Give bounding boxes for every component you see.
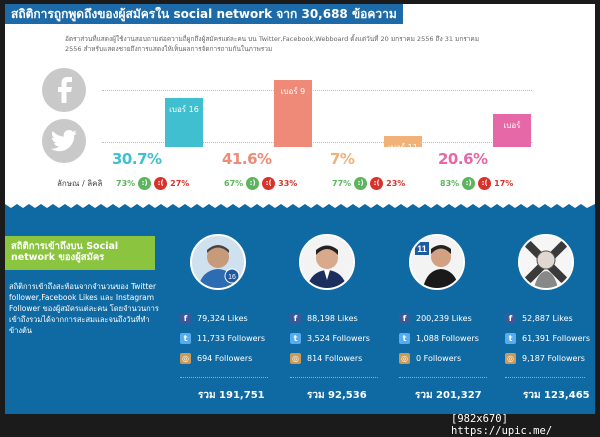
like-percent: 83% <box>440 178 460 188</box>
sentiment-group: 77% :) :( 23% <box>332 176 405 190</box>
zigzag-divider <box>5 200 595 208</box>
share-value: 7% <box>330 150 355 168</box>
twitter-icon: t <box>505 332 516 344</box>
instagram-icon: ◎ <box>180 352 191 364</box>
facebook-stat: f 88,198 Likes <box>290 311 358 325</box>
facebook-icon: f <box>180 312 191 324</box>
facebook-icon <box>42 68 86 112</box>
smile-face-icon: :) <box>462 176 476 190</box>
bar-label: เบอร์ 9 <box>280 87 306 96</box>
smile-face-icon: :) <box>354 176 368 190</box>
dislike-percent: 27% <box>170 178 190 188</box>
like-percent: 67% <box>224 178 244 188</box>
total-count: รวม 201,327 <box>415 390 482 401</box>
sentiment-group: 83% :) :( 17% <box>440 176 513 190</box>
candidate-avatar: 11 <box>409 234 465 290</box>
chart-bar: เบอร์ <box>493 114 531 147</box>
sad-face-icon: :( <box>478 176 492 190</box>
total-count: รวม 92,536 <box>307 390 367 401</box>
like-percent: 77% <box>332 178 352 188</box>
facebook-stat: f 52,887 Likes <box>505 311 573 325</box>
instagram-stat: ◎ 9,187 Followers <box>505 352 585 364</box>
divider <box>399 377 487 379</box>
divider <box>505 377 585 379</box>
instagram-stat: ◎ 814 Followers <box>290 352 363 364</box>
divider <box>290 377 378 379</box>
divider <box>102 142 532 143</box>
sad-face-icon: :( <box>370 176 384 190</box>
sentiment-group: 73% :) :( 27% <box>116 176 189 190</box>
twitter-stat: t 11,733 Followers <box>180 331 265 345</box>
facebook-stat: f 200,239 Likes <box>399 311 472 325</box>
chart-bar: เบอร์ 11 <box>384 136 422 152</box>
like-percent: 73% <box>116 178 136 188</box>
share-value: 41.6% <box>222 150 272 168</box>
total-count: รวม 191,751 <box>198 390 265 401</box>
instagram-stat: ◎ 0 Followers <box>399 352 462 364</box>
reach-section <box>5 200 595 414</box>
watermark-text: [982x670] https://upic.me/ <box>451 413 553 437</box>
share-value: 20.6% <box>438 150 488 168</box>
twitter-icon: t <box>399 332 410 344</box>
twitter-icon <box>42 119 86 163</box>
instagram-icon: ◎ <box>399 352 410 364</box>
sentiment-label: ลักษณ / ลิคลิ <box>57 179 103 188</box>
section-description: สถิติการเข้าถึงสะท้อนจากจำนวนของ Twitter… <box>9 282 159 335</box>
dislike-percent: 17% <box>494 178 514 188</box>
sentiment-group: 67% :) :( 33% <box>224 176 297 190</box>
share-value: 30.7% <box>112 150 162 168</box>
bar-label: เบอร์ <box>503 121 521 130</box>
dislike-percent: 33% <box>278 178 298 188</box>
facebook-icon: f <box>290 312 301 324</box>
sad-face-icon: :( <box>262 176 276 190</box>
chart-bar: เบอร์ 16 <box>165 98 203 147</box>
divider <box>102 90 532 91</box>
instagram-stat: ◎ 694 Followers <box>180 352 253 364</box>
subtitle-text: อัตราส่วนที่แสดงผู้ใช้งานสอบถามต่อความถี… <box>65 35 480 53</box>
infographic: สถิติการถูกพูดถึงของผู้สมัครใน social ne… <box>5 4 595 414</box>
twitter-icon: t <box>180 332 191 344</box>
facebook-stat: f 79,324 Likes <box>180 311 248 325</box>
smile-face-icon: :) <box>138 176 152 190</box>
bar-label: เบอร์ 11 <box>388 143 418 152</box>
sad-face-icon: :( <box>154 176 168 190</box>
facebook-icon: f <box>399 312 410 324</box>
bar-label: เบอร์ 16 <box>169 105 199 114</box>
candidate-avatar <box>518 234 574 290</box>
candidate-avatar: 16 <box>190 234 246 290</box>
twitter-stat: t 3,524 Followers <box>290 331 370 345</box>
page-title: สถิติการถูกพูดถึงของผู้สมัครใน social ne… <box>5 4 403 24</box>
instagram-icon: ◎ <box>290 352 301 364</box>
instagram-icon: ◎ <box>505 352 516 364</box>
facebook-icon: f <box>505 312 516 324</box>
twitter-icon: t <box>290 332 301 344</box>
divider <box>180 377 268 379</box>
chart-bar: เบอร์ 9 <box>274 80 312 147</box>
smile-face-icon: :) <box>246 176 260 190</box>
section-title: สถิติการเข้าถึงบน Social network ของผู้ส… <box>5 236 155 270</box>
total-count: รวม 123,465 <box>523 390 590 401</box>
avatar-number-badge: 11 <box>417 244 427 254</box>
candidate-avatar <box>299 234 355 290</box>
twitter-stat: t 61,391 Followers <box>505 331 590 345</box>
twitter-stat: t 1,088 Followers <box>399 331 479 345</box>
dislike-percent: 23% <box>386 178 406 188</box>
avatar-number-badge: 16 <box>228 274 236 281</box>
